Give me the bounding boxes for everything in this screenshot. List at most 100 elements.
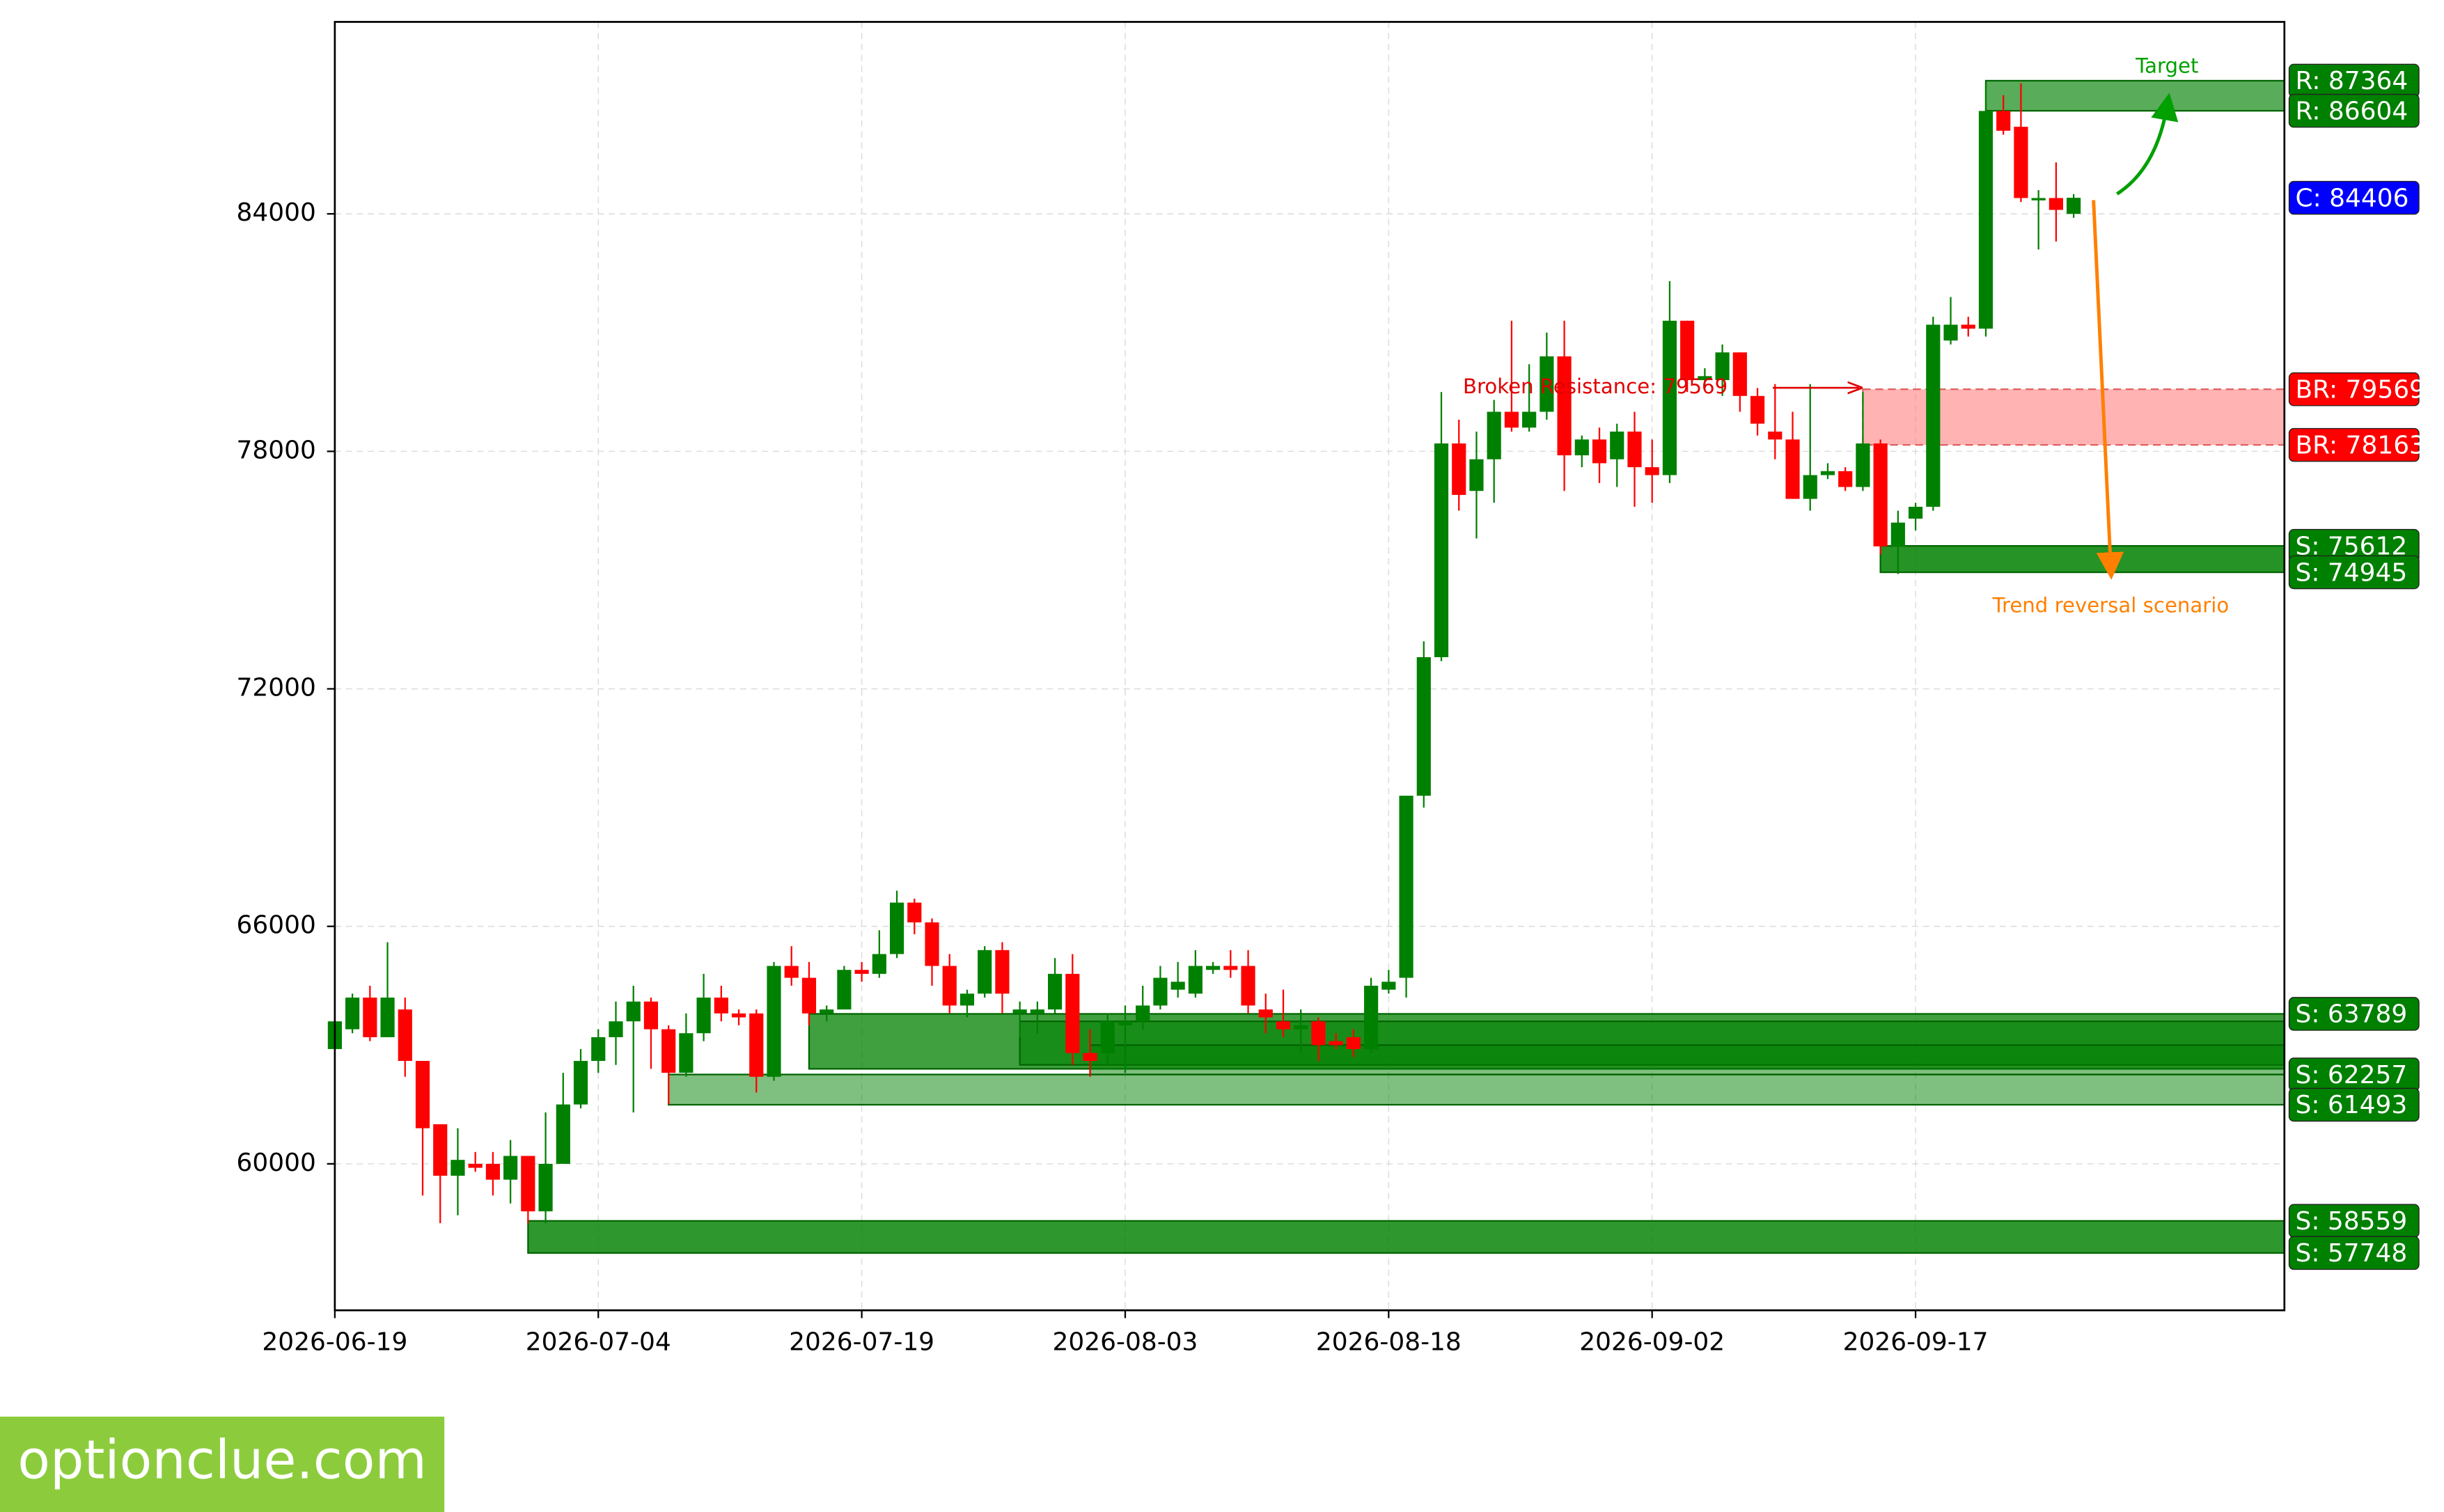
y-tick-label: 72000: [237, 674, 316, 702]
candle-body: [573, 1061, 588, 1105]
candle-body: [801, 977, 817, 1014]
candle-body: [820, 1009, 834, 1014]
candle-body: [1434, 443, 1449, 658]
candle-body: [1100, 1021, 1115, 1053]
candle-body: [451, 1160, 465, 1176]
price-label-box: [2288, 555, 2420, 590]
candle-body: [2049, 198, 2063, 210]
candle-body: [1258, 1009, 1273, 1018]
candle-body: [1838, 471, 1853, 487]
price-label: S: 57748: [2296, 1239, 2408, 1268]
candle-body: [1012, 1009, 1027, 1014]
candle-body: [872, 954, 886, 974]
candle-body: [784, 966, 799, 978]
price-label-box: [2288, 1087, 2420, 1122]
candle-body: [679, 1033, 694, 1073]
candle-body: [591, 1037, 606, 1062]
candle-body: [1803, 475, 1817, 499]
price-label: S: 74945: [2296, 558, 2408, 587]
candle-body: [2067, 198, 2081, 214]
plot-frame: [334, 21, 2286, 1312]
zone: [1089, 1044, 2285, 1076]
candle-body: [380, 998, 395, 1037]
watermark-box: [0, 1416, 445, 1512]
zone: [668, 1073, 2285, 1106]
candle-body: [556, 1104, 570, 1164]
price-label: BR: 79569: [2296, 375, 2425, 404]
price-label: S: 62257: [2296, 1061, 2408, 1089]
candle-body: [1452, 443, 1466, 495]
zone: [1879, 545, 2285, 574]
candle-body: [1996, 111, 2011, 131]
price-label-box: [2288, 372, 2420, 407]
candle-body: [978, 950, 992, 994]
candle-body: [1364, 985, 1379, 1049]
price-label: C: 84406: [2296, 184, 2409, 212]
candle-body: [1416, 657, 1431, 796]
price-label-box: [2288, 93, 2420, 128]
candle-body: [433, 1124, 448, 1176]
zone: [1984, 79, 2285, 112]
x-tick-label: 2026-09-02: [1579, 1328, 1725, 1356]
candle-body: [1698, 376, 1712, 381]
candle-body: [1873, 443, 1888, 546]
price-label: S: 58559: [2296, 1207, 2408, 1236]
candle-body: [1469, 459, 1484, 491]
watermark: optionclue.com: [17, 1429, 427, 1491]
candle-body: [1540, 356, 1554, 412]
x-tick-label: 2026-08-03: [1053, 1328, 1198, 1356]
candle-body: [1680, 320, 1695, 381]
candle-body: [1768, 431, 1783, 440]
candle-body: [1662, 320, 1677, 475]
candle-body: [1978, 111, 1993, 329]
candle-body: [1188, 966, 1203, 994]
target-label: Target: [2135, 54, 2198, 78]
candle-body: [1136, 1005, 1150, 1022]
candle-body: [1047, 973, 1063, 1010]
candle-body: [1908, 506, 1923, 519]
price-label: BR: 78163: [2296, 431, 2425, 459]
price-label-box: [2288, 1236, 2420, 1270]
candle-body: [1750, 395, 1765, 424]
candle-body: [749, 1013, 764, 1077]
candle-body: [1522, 411, 1537, 428]
y-tick-label: 66000: [237, 911, 316, 940]
price-label: R: 86604: [2296, 97, 2408, 125]
price-label-box: [2288, 997, 2420, 1031]
candle-body: [1399, 796, 1413, 978]
candle-body: [1206, 966, 1221, 970]
candle-body: [889, 902, 904, 954]
candle-body: [1153, 977, 1168, 1006]
reversal-label: Trend reversal scenario: [1991, 593, 2229, 617]
candle-body: [1943, 324, 1958, 341]
candle-body: [538, 1163, 553, 1212]
candle-body: [1381, 982, 1396, 990]
candle-body: [643, 1001, 659, 1030]
candle-body: [1487, 411, 1501, 459]
candle-body: [767, 966, 781, 1077]
y-tick-label: 84000: [237, 198, 316, 227]
candle-body: [1083, 1053, 1097, 1062]
candle-body: [1311, 1021, 1326, 1046]
candle-body: [1030, 1009, 1044, 1014]
candle-body: [1627, 431, 1642, 468]
zone: [527, 1220, 2285, 1254]
candle-body: [1065, 973, 1080, 1053]
candle-body: [1504, 411, 1519, 428]
candle-body: [1118, 1021, 1133, 1025]
candle-body: [626, 1001, 641, 1022]
x-tick-label: 2026-09-17: [1843, 1328, 1989, 1356]
candle-body: [925, 922, 939, 966]
candle-body: [1961, 324, 1975, 329]
price-label-box: [2288, 427, 2420, 462]
broken-label: Broken Resistance: 79569: [1463, 375, 1728, 398]
candle-body: [415, 1061, 430, 1128]
candle-body: [1820, 471, 1835, 475]
candle-body: [1592, 439, 1607, 464]
candle-body: [1329, 1041, 1343, 1046]
x-tick-label: 2026-08-18: [1316, 1328, 1462, 1356]
price-label: S: 61493: [2296, 1091, 2408, 1119]
candle-body: [1241, 966, 1255, 1006]
candle-body: [398, 1009, 412, 1062]
